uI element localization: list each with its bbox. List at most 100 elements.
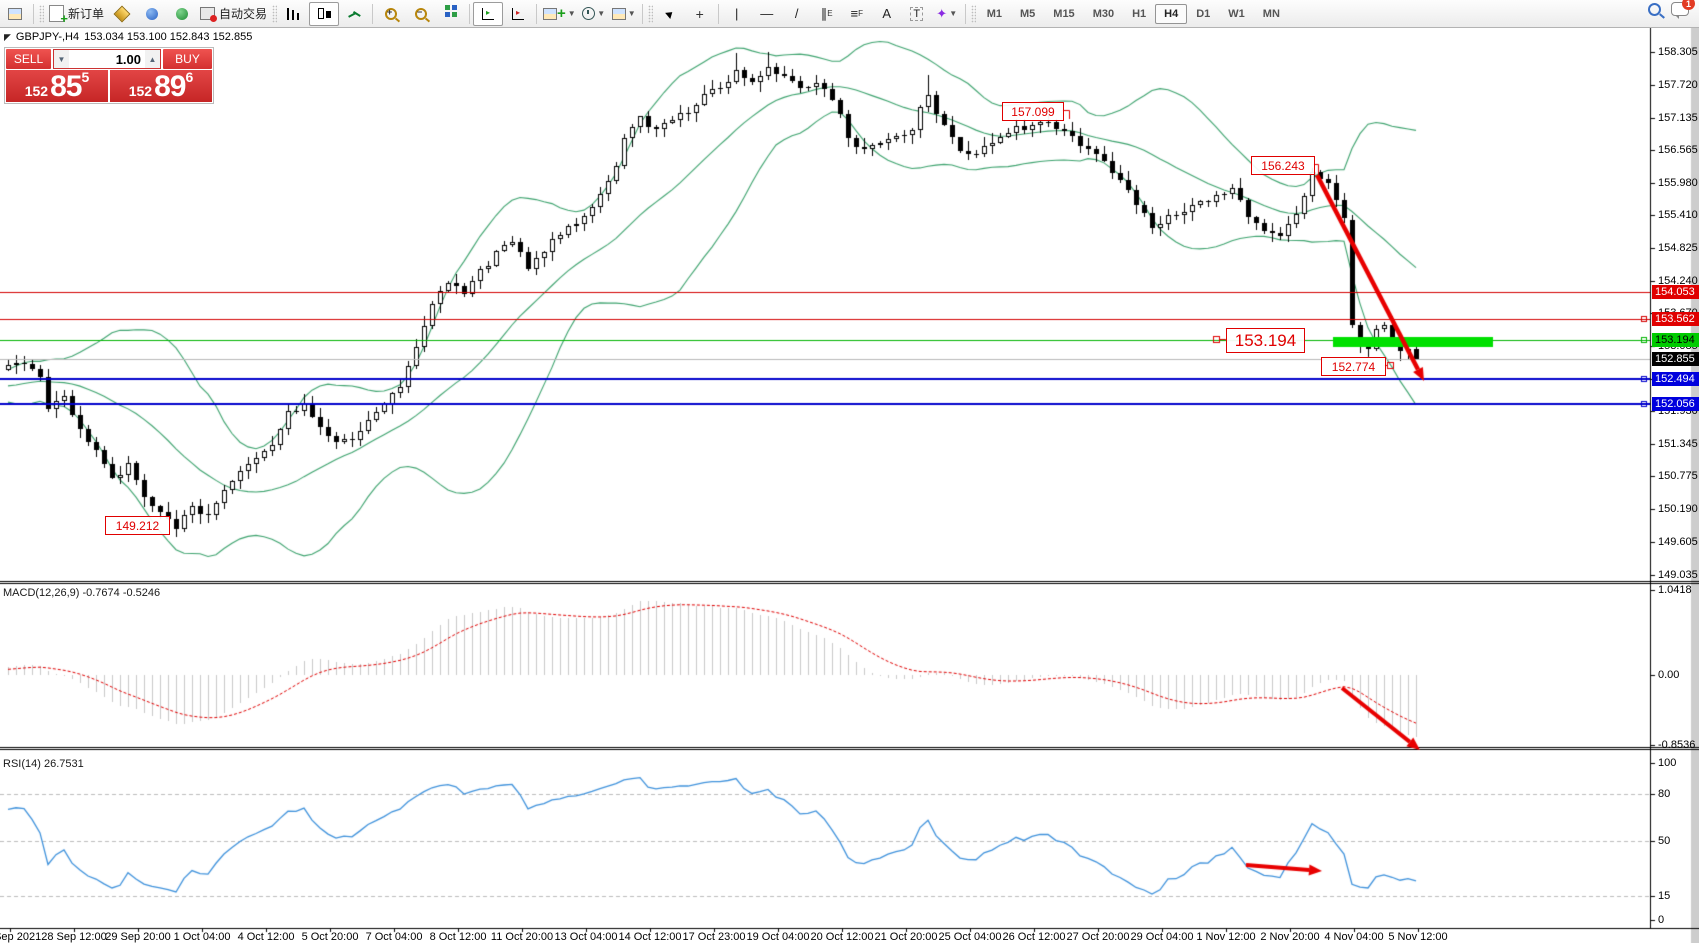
periods-button[interactable]: ▼: [579, 2, 609, 26]
buy-price-quote[interactable]: 152 89 6: [110, 70, 212, 102]
tab-timeframe-m15[interactable]: M15: [1053, 7, 1075, 20]
time-axis-label: 1 Nov 12:00: [1196, 931, 1256, 943]
chevron-down-icon: ▼: [627, 9, 636, 18]
search-icon[interactable]: [1648, 2, 1661, 16]
auto-scroll-button[interactable]: ▸: [473, 1, 504, 26]
tile-windows-icon: [444, 5, 450, 10]
autotrading-button[interactable]: 自动交易: [197, 2, 270, 26]
chart-window-icon: [8, 7, 22, 20]
price-axis-tick-label: 158.305: [1658, 45, 1698, 58]
macd-axis-tick-label: 1.0418: [1658, 583, 1692, 596]
market-watch-button[interactable]: [137, 2, 167, 26]
bar-chart-mode-button[interactable]: [279, 2, 309, 26]
toolbar-separator: [717, 3, 719, 24]
zoom-in-button[interactable]: +: [376, 2, 406, 26]
fibonacci-tool-button[interactable]: ≡ F: [842, 2, 872, 26]
window-menu-button[interactable]: [0, 2, 30, 26]
channel-icon: ∥: [820, 5, 828, 21]
community-button[interactable]: [167, 2, 197, 26]
chart-shift-button[interactable]: ▸: [503, 2, 533, 26]
candlestick-mode-button[interactable]: [309, 1, 340, 26]
volume-input[interactable]: [69, 50, 145, 68]
price-axis-tick-label: 149.035: [1658, 568, 1698, 581]
globe-icon: [176, 7, 189, 20]
new-order-button[interactable]: 新订单: [46, 2, 107, 26]
horizontal-line-tool-button[interactable]: —: [752, 2, 782, 26]
zoom-out-icon: −: [415, 7, 428, 20]
vertical-line-tool-button[interactable]: |: [722, 2, 752, 26]
new-order-label: 新订单: [68, 7, 105, 21]
shapes-tool-button[interactable]: ✦ ▼: [932, 2, 962, 26]
time-axis-label: 27 Sep 2021: [0, 931, 42, 943]
tab-timeframe-m30[interactable]: M30: [1092, 7, 1115, 20]
channel-tool-button[interactable]: ∥ E: [812, 2, 842, 26]
time-axis-label: 14 Oct 12:00: [618, 931, 682, 943]
tab-timeframe-w1[interactable]: W1: [1228, 7, 1245, 20]
tab-timeframe-h1[interactable]: H1: [1132, 7, 1147, 20]
cursor-tool-button[interactable]: [655, 2, 685, 26]
price-axis-tick-label: 156.565: [1658, 143, 1698, 156]
buy-price-major: 152: [128, 83, 153, 99]
one-click-panel-toggle-icon[interactable]: ◤: [4, 31, 11, 42]
toolbar-grip: [970, 4, 976, 23]
indicators-button[interactable]: + ▼: [540, 2, 579, 26]
chart-shift-icon: ▸: [512, 7, 525, 20]
time-axis-label: 5 Nov 12:00: [1388, 931, 1448, 943]
tab-timeframe-d1[interactable]: D1: [1196, 7, 1211, 20]
sell-button[interactable]: SELL: [6, 49, 51, 69]
autotrading-icon: [200, 7, 218, 22]
time-axis-label: 8 Oct 12:00: [429, 931, 487, 943]
tile-windows-button[interactable]: [436, 2, 466, 26]
bar-chart-icon: [287, 7, 301, 20]
rsi-axis-tick-label: 15: [1658, 890, 1671, 903]
sell-price-pips: 85: [50, 70, 82, 103]
time-axis-label: 5 Oct 20:00: [301, 931, 359, 943]
time-axis-label: 25 Oct 04:00: [938, 931, 1002, 943]
trendline-tool-button[interactable]: /: [782, 2, 812, 26]
price-axis-tick-label: 157.720: [1658, 78, 1698, 91]
buy-button[interactable]: BUY: [163, 49, 212, 69]
tab-timeframe-m1[interactable]: M1: [986, 7, 1002, 20]
text-tool-button[interactable]: A: [872, 2, 902, 26]
symbol-period-label: GBPJPY-,H4: [15, 31, 80, 43]
price-chart-canvas[interactable]: [0, 28, 1699, 943]
price-annotation-label[interactable]: 157.099: [1002, 102, 1064, 121]
rsi-axis-tick-label: 80: [1658, 788, 1671, 801]
chevron-down-icon: ▼: [597, 9, 606, 18]
time-axis-label: 26 Oct 12:00: [1002, 931, 1066, 943]
toolbar-separator: [964, 3, 966, 24]
line-chart-mode-button[interactable]: [339, 2, 369, 26]
sell-price-quote[interactable]: 152 85 5: [6, 70, 108, 102]
crosshair-tool-button[interactable]: +: [685, 2, 715, 26]
zoom-out-button[interactable]: −: [406, 2, 436, 26]
sell-price-major: 152: [24, 83, 49, 99]
price-axis-badge: 152.056: [1652, 397, 1699, 412]
time-axis-label: 13 Oct 04:00: [554, 931, 618, 943]
tab-timeframe-h4[interactable]: H4: [1155, 3, 1188, 24]
indicators-icon: [543, 7, 558, 20]
volume-stepper: ▼ ▲: [53, 49, 161, 69]
metaeditor-button[interactable]: [107, 2, 137, 26]
tab-timeframe-m5[interactable]: M5: [1020, 7, 1036, 20]
price-axis-tick-label: 155.410: [1658, 208, 1698, 221]
price-annotation-label[interactable]: 152.774: [1321, 357, 1386, 376]
time-axis-label: 4 Nov 04:00: [1324, 931, 1384, 943]
tab-timeframe-mn[interactable]: MN: [1262, 7, 1280, 20]
new-order-icon: [49, 5, 68, 26]
volume-increase-button[interactable]: ▲: [145, 50, 160, 68]
volume-decrease-button[interactable]: ▼: [54, 50, 69, 68]
price-axis-tick-label: 154.240: [1658, 274, 1698, 287]
rsi-axis-tick-label: 50: [1658, 835, 1671, 848]
templates-button[interactable]: ▼: [609, 2, 639, 26]
shapes-icon: ✦: [936, 5, 948, 21]
channel-label: E: [827, 9, 833, 18]
price-axis-tick-label: 157.135: [1658, 111, 1698, 124]
text-label-tool-button[interactable]: T: [902, 2, 932, 26]
price-annotation-label[interactable]: 149.212: [105, 516, 170, 535]
price-annotation-label[interactable]: 153.194: [1226, 328, 1305, 353]
notification-bubble-icon[interactable]: 1: [1671, 0, 1695, 19]
price-annotation-label[interactable]: 156.243: [1251, 156, 1315, 175]
toolbar-grip: [39, 4, 44, 23]
price-axis-tick-label: 150.190: [1658, 503, 1698, 516]
macd-axis-tick-label: -0.8536: [1658, 739, 1696, 751]
